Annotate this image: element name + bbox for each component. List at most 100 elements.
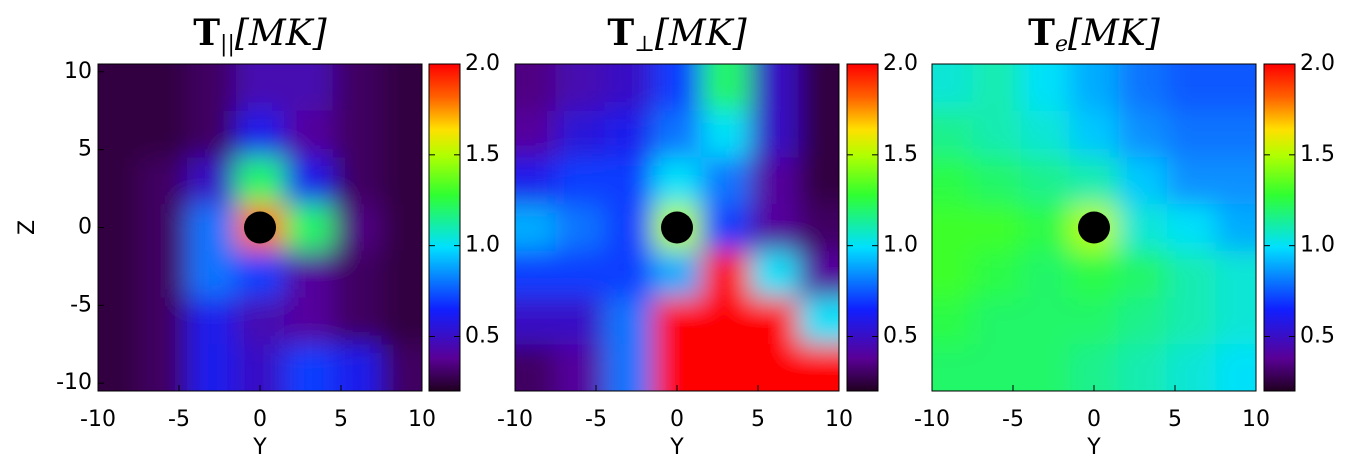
heat-cell bbox=[555, 250, 605, 299]
heat-cell bbox=[604, 64, 654, 112]
x-tick-label: 0 bbox=[670, 407, 684, 432]
y-tick-label: 0 bbox=[78, 215, 92, 240]
heat-cell bbox=[515, 157, 556, 205]
heat-cell bbox=[1118, 297, 1168, 345]
heat-cell bbox=[235, 344, 285, 391]
x-axis-label: Y bbox=[252, 435, 267, 460]
title-subscript: ⊥ bbox=[634, 32, 655, 57]
heat-cell bbox=[555, 64, 605, 112]
heat-cell bbox=[187, 157, 237, 205]
heat-cell bbox=[972, 157, 1022, 205]
x-tick-label: 10 bbox=[1242, 407, 1270, 432]
title-unit: [MK] bbox=[235, 13, 328, 54]
chart-title: Te[MK] bbox=[1028, 12, 1161, 57]
heat-cell bbox=[187, 64, 237, 112]
heat-cell bbox=[749, 250, 799, 299]
y-tick-label: 5 bbox=[78, 137, 92, 162]
heat-cell bbox=[235, 64, 285, 112]
heat-cell bbox=[701, 157, 751, 205]
heat-cell bbox=[701, 204, 751, 252]
colorbar-tick-label: 1.0 bbox=[1300, 233, 1335, 258]
colorbar-tick-label: 2.0 bbox=[883, 51, 918, 76]
y-tick-label: -5 bbox=[70, 292, 92, 317]
heat-cell bbox=[381, 250, 422, 299]
colorbar-tick-label: 2.0 bbox=[1300, 51, 1335, 76]
heat-cell bbox=[284, 344, 334, 391]
heat-cell bbox=[515, 64, 556, 112]
heat-cell bbox=[1215, 204, 1256, 252]
heat-cell bbox=[1215, 64, 1256, 112]
heat-cell bbox=[1021, 250, 1071, 299]
heat-cell bbox=[749, 64, 799, 112]
heat-cell bbox=[932, 344, 973, 391]
heat-cell bbox=[187, 204, 237, 252]
heat-cell bbox=[932, 157, 973, 205]
sun-disk bbox=[661, 211, 693, 244]
heat-cell bbox=[932, 110, 973, 158]
heat-cell bbox=[972, 64, 1022, 112]
x-tick-label: 10 bbox=[825, 407, 853, 432]
x-tick-label: -5 bbox=[1002, 407, 1024, 432]
heat-cell bbox=[332, 344, 382, 391]
heat-cell bbox=[515, 250, 556, 299]
colorbar-tick-label: 1.5 bbox=[1300, 142, 1335, 167]
colorbar bbox=[1263, 63, 1296, 392]
heat-cell bbox=[1166, 250, 1216, 299]
heat-cell bbox=[798, 157, 839, 205]
heat-cell bbox=[652, 297, 702, 345]
heat-cell bbox=[1021, 157, 1071, 205]
x-tick-label: 0 bbox=[1087, 407, 1101, 432]
heat-cell bbox=[604, 204, 654, 252]
heat-cell bbox=[284, 157, 334, 205]
heat-cell bbox=[798, 204, 839, 252]
heat-cell bbox=[972, 344, 1022, 391]
x-tick-label: -5 bbox=[585, 407, 607, 432]
heat-cell bbox=[652, 157, 702, 205]
heat-cell bbox=[332, 204, 382, 252]
colorbar bbox=[428, 63, 461, 392]
heat-cell bbox=[515, 297, 556, 345]
heat-cell bbox=[515, 110, 556, 158]
heat-cell bbox=[187, 297, 237, 345]
heat-cell bbox=[381, 204, 422, 252]
heat-cell bbox=[138, 157, 188, 205]
heat-cell bbox=[1021, 204, 1071, 252]
heat-cell bbox=[332, 157, 382, 205]
heat-cell bbox=[701, 250, 751, 299]
heat-cell bbox=[798, 250, 839, 299]
heat-cell bbox=[1069, 64, 1119, 112]
x-tick-label: 5 bbox=[1168, 407, 1182, 432]
heat-cell bbox=[798, 64, 839, 112]
heat-cell bbox=[652, 64, 702, 112]
x-tick-label: 5 bbox=[751, 407, 765, 432]
heat-cell bbox=[701, 344, 751, 391]
x-tick-label: -5 bbox=[168, 407, 190, 432]
heat-cell bbox=[701, 297, 751, 345]
heat-cell bbox=[1118, 344, 1168, 391]
heat-cell bbox=[235, 110, 285, 158]
colorbar-tick-label: 0.5 bbox=[465, 324, 500, 349]
heat-cell bbox=[1166, 110, 1216, 158]
colorbar-tick-label: 1.5 bbox=[465, 142, 500, 167]
heat-cell bbox=[1215, 344, 1256, 391]
field bbox=[515, 64, 839, 391]
heat-cell bbox=[932, 250, 973, 299]
title-subscript: e bbox=[1055, 32, 1068, 57]
heat-cell bbox=[98, 250, 139, 299]
heat-cell bbox=[972, 250, 1022, 299]
heat-cell bbox=[138, 344, 188, 391]
heat-cell bbox=[652, 110, 702, 158]
heat-cell bbox=[1215, 297, 1256, 345]
heat-cell bbox=[749, 157, 799, 205]
heat-cell bbox=[749, 297, 799, 345]
heat-cell bbox=[1069, 110, 1119, 158]
y-tick-label: 10 bbox=[64, 59, 92, 84]
x-axis-label: Y bbox=[1086, 435, 1101, 460]
colorbar-tick-label: 1.5 bbox=[883, 142, 918, 167]
heat-cell bbox=[235, 297, 285, 345]
heat-cell bbox=[332, 64, 382, 112]
heat-cell bbox=[138, 204, 188, 252]
heat-cell bbox=[932, 297, 973, 345]
